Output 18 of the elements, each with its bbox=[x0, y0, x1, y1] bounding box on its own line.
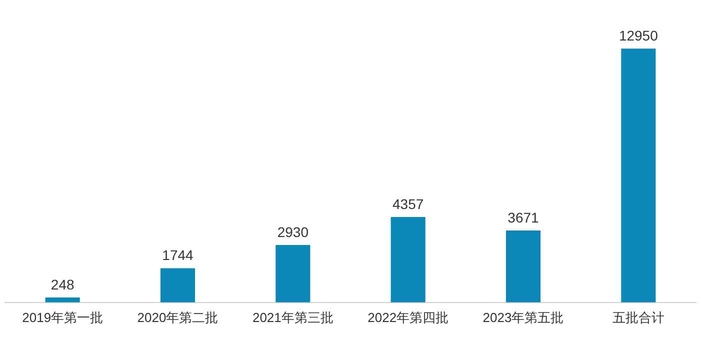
x-tick-label: 五批合计 bbox=[612, 310, 664, 325]
bar bbox=[276, 244, 310, 302]
bar bbox=[621, 48, 656, 302]
data-label: 1744 bbox=[162, 247, 194, 264]
data-label: 12950 bbox=[618, 27, 658, 44]
bar bbox=[160, 268, 196, 302]
x-tick-label: 2020年第二批 bbox=[137, 310, 218, 325]
bar bbox=[390, 217, 426, 302]
x-tick-label: 2019年第一批 bbox=[22, 310, 104, 325]
bar bbox=[506, 230, 541, 302]
x-tick-label: 2021年第三批 bbox=[252, 310, 334, 325]
bar bbox=[45, 298, 80, 302]
data-label: 248 bbox=[50, 276, 74, 292]
data-label: 3671 bbox=[508, 209, 540, 226]
x-tick-label: 2023年第五批 bbox=[482, 310, 564, 325]
data-label: 2930 bbox=[277, 224, 309, 240]
x-tick-label: 2022年第四批 bbox=[368, 310, 449, 325]
data-label: 4357 bbox=[392, 196, 424, 212]
